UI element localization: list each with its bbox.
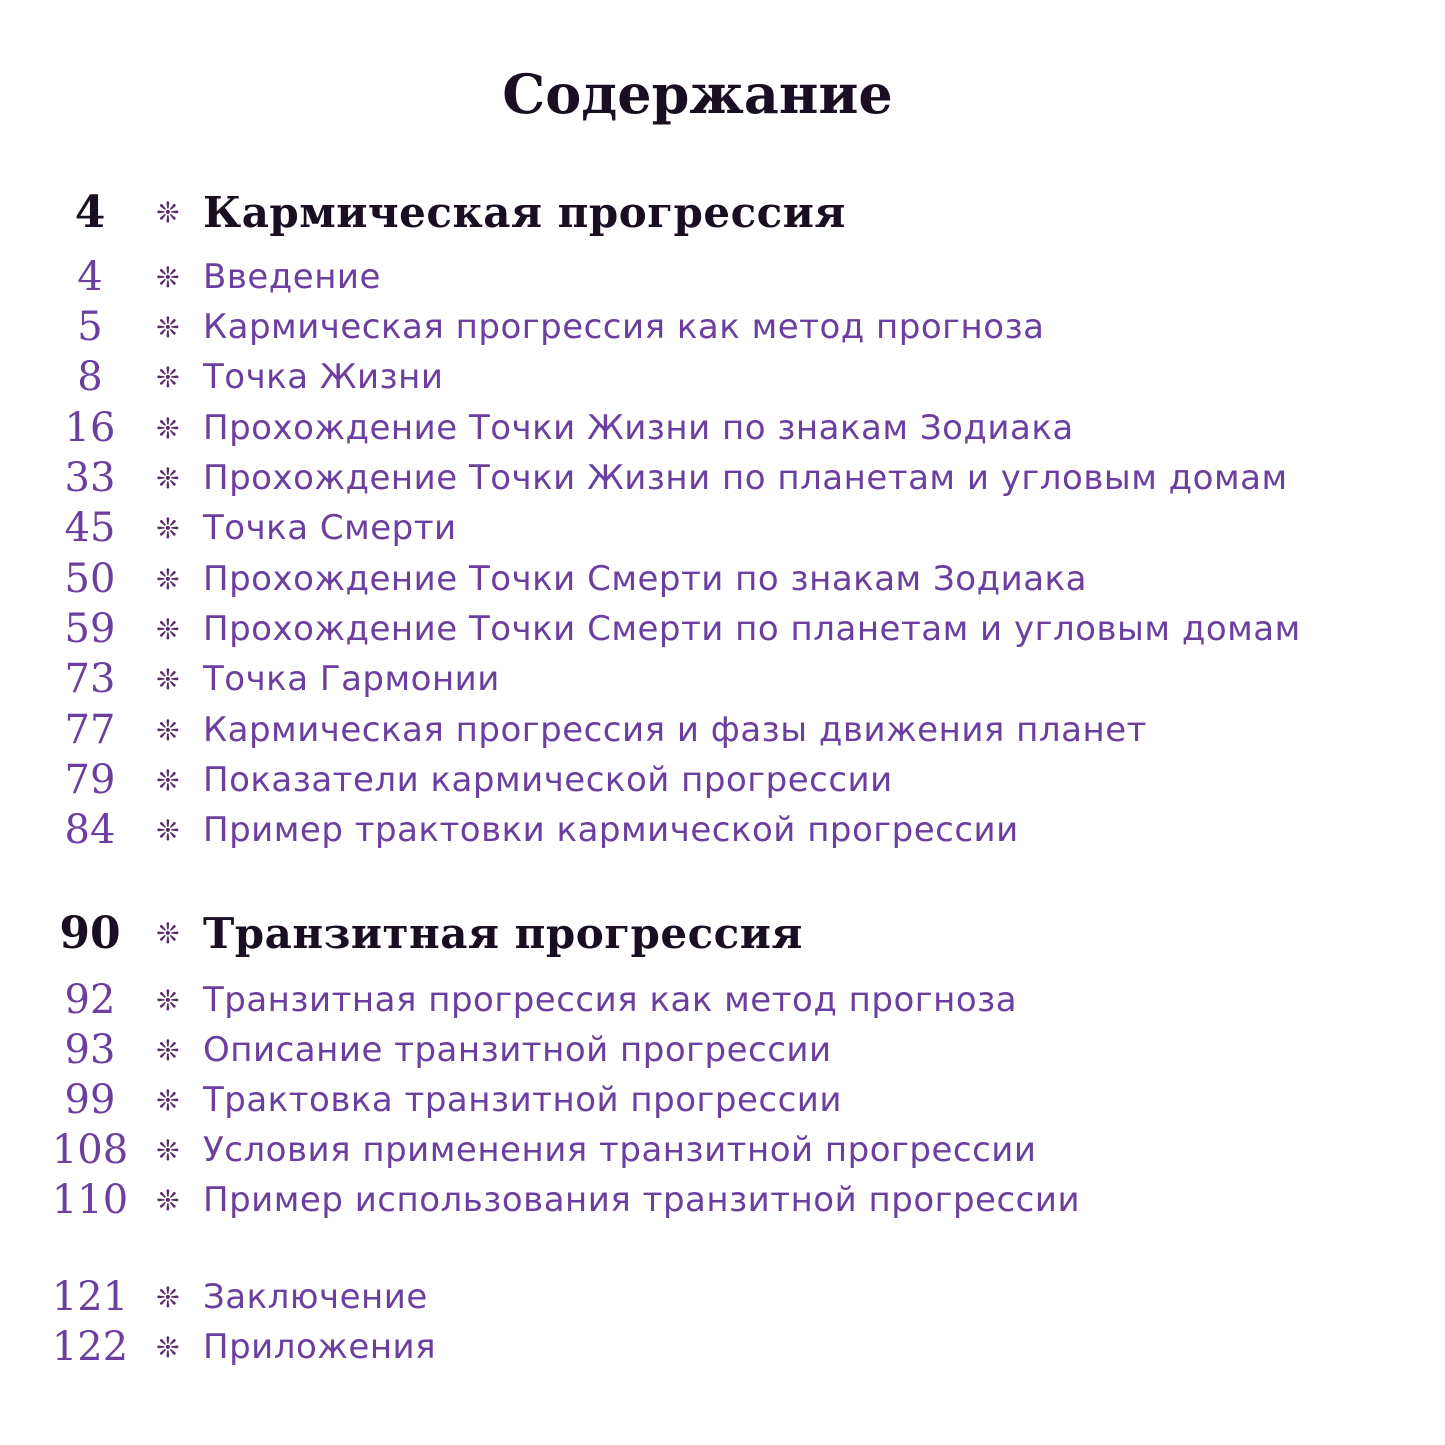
entry-title: Приложения (203, 1327, 437, 1367)
toc-entry: 4 ❊ Введение (0, 252, 380, 302)
asterisk-bullet-icon: ❊ (156, 1083, 180, 1117)
entry-title: Транзитная прогрессия как метод прогноза (203, 980, 1018, 1020)
page-number: 110 (51, 1177, 129, 1223)
page-number: 5 (77, 304, 103, 350)
entry-title: Точка Смерти (203, 508, 457, 548)
asterisk-bullet-icon: ❊ (156, 195, 180, 229)
toc-entry: 121 ❊ Заключение (0, 1272, 427, 1322)
page-number: 84 (64, 807, 116, 853)
toc-entry: 33 ❊ Прохождение Точки Жизни по планетам и… (0, 453, 1288, 503)
page-number: 121 (51, 1274, 129, 1320)
toc-entry: 92 ❊ Транзитная прогрессия как метод прогн… (0, 975, 1017, 1025)
entry-title: Кармическая прогрессия (203, 187, 846, 237)
page-number: 79 (64, 757, 116, 803)
asterisk-bullet-icon: ❊ (156, 411, 180, 445)
toc-entry: 73 ❊ Точка Гармонии (0, 654, 500, 704)
entry-title: Трактовка транзитной прогрессии (203, 1080, 842, 1120)
entry-title: Пример трактовки кармической прогрессии (203, 810, 1019, 850)
asterisk-bullet-icon: ❊ (156, 662, 180, 696)
toc-entry: 108 ❊ Условия применения транзитной прогре… (0, 1125, 1036, 1175)
asterisk-bullet-icon: ❊ (156, 260, 180, 294)
entry-title: Прохождение Точки Смерти по планетам и у… (203, 609, 1301, 649)
asterisk-bullet-icon: ❊ (156, 763, 180, 797)
asterisk-bullet-icon: ❊ (156, 1330, 180, 1364)
page-number: 93 (64, 1027, 116, 1073)
page-title: Содержание (502, 62, 893, 126)
toc-entry: 5 ❊ Кармическая прогрессия как метод прогн… (0, 302, 1044, 352)
page-number: 16 (64, 405, 116, 451)
asterisk-bullet-icon: ❊ (156, 713, 180, 747)
toc-entry: 79 ❊ Показатели кармической прогрессии (0, 755, 893, 805)
asterisk-bullet-icon: ❊ (156, 360, 180, 394)
asterisk-bullet-icon: ❊ (156, 562, 180, 596)
asterisk-bullet-icon: ❊ (156, 511, 180, 545)
entry-title: Условия применения транзитной прогрессии (203, 1130, 1037, 1170)
entry-title: Точка Жизни (203, 357, 444, 397)
page-number: 99 (64, 1077, 116, 1123)
asterisk-bullet-icon: ❊ (156, 1183, 180, 1217)
entry-title: Заключение (203, 1277, 428, 1317)
page-number: 45 (64, 505, 116, 551)
entry-title: Введение (203, 257, 381, 297)
asterisk-bullet-icon: ❊ (156, 461, 180, 495)
toc-section-heading: 4 ❊ Кармическая прогрессия (0, 186, 846, 238)
page-number: 8 (77, 354, 103, 400)
page-number: 122 (51, 1324, 129, 1370)
asterisk-bullet-icon: ❊ (156, 1033, 180, 1067)
page-number: 77 (64, 707, 116, 753)
entry-title: Кармическая прогрессия как метод прогноз… (203, 307, 1045, 347)
entry-title: Прохождение Точки Жизни по планетам и уг… (203, 458, 1288, 498)
page-number: 90 (59, 907, 121, 959)
entry-title: Кармическая прогрессия и фазы движения п… (203, 710, 1147, 750)
toc-entry: 59 ❊ Прохождение Точки Смерти по планетам … (0, 604, 1301, 654)
toc-section-heading: 90 ❊ Транзитная прогрессия (0, 907, 802, 959)
entry-title: Показатели кармической прогрессии (203, 760, 893, 800)
toc-entry: 99 ❊ Трактовка транзитной прогрессии (0, 1075, 842, 1125)
asterisk-bullet-icon: ❊ (156, 983, 180, 1017)
toc-entry: 93 ❊ Описание транзитной прогрессии (0, 1025, 832, 1075)
page-number: 59 (64, 606, 116, 652)
toc-entry: 50 ❊ Прохождение Точки Смерти по знакам Зо… (0, 554, 1087, 604)
toc-entry: 110 ❊ Пример использования транзитной прог… (0, 1175, 1080, 1225)
toc-entry: 16 ❊ Прохождение Точки Жизни по знакам Зод… (0, 403, 1074, 453)
asterisk-bullet-icon: ❊ (156, 813, 180, 847)
entry-title: Прохождение Точки Жизни по знакам Зодиак… (203, 408, 1074, 448)
toc-entry: 84 ❊ Пример трактовки кармической прогресс… (0, 805, 1019, 855)
asterisk-bullet-icon: ❊ (156, 1133, 180, 1167)
page-number: 33 (64, 455, 116, 501)
page-number: 73 (64, 656, 116, 702)
page-number: 92 (64, 977, 116, 1023)
entry-title: Точка Гармонии (203, 659, 500, 699)
entry-title: Прохождение Точки Смерти по знакам Зодиа… (203, 559, 1087, 599)
toc-entry: 122 ❊ Приложения (0, 1322, 436, 1372)
page-number: 4 (74, 186, 106, 238)
toc-entry: 8 ❊ Точка Жизни (0, 352, 443, 402)
entry-title: Описание транзитной прогрессии (203, 1030, 832, 1070)
page-number: 50 (64, 556, 116, 602)
page-number: 4 (77, 254, 103, 300)
page-number: 108 (51, 1127, 129, 1173)
asterisk-bullet-icon: ❊ (156, 1280, 180, 1314)
asterisk-bullet-icon: ❊ (156, 612, 180, 646)
toc-entry: 77 ❊ Кармическая прогрессия и фазы движени… (0, 705, 1147, 755)
toc-entry: 45 ❊ Точка Смерти (0, 503, 457, 553)
asterisk-bullet-icon: ❊ (156, 310, 180, 344)
asterisk-bullet-icon: ❊ (156, 916, 180, 950)
entry-title: Пример использования транзитной прогресс… (203, 1180, 1081, 1220)
entry-title: Транзитная прогрессия (203, 908, 803, 958)
